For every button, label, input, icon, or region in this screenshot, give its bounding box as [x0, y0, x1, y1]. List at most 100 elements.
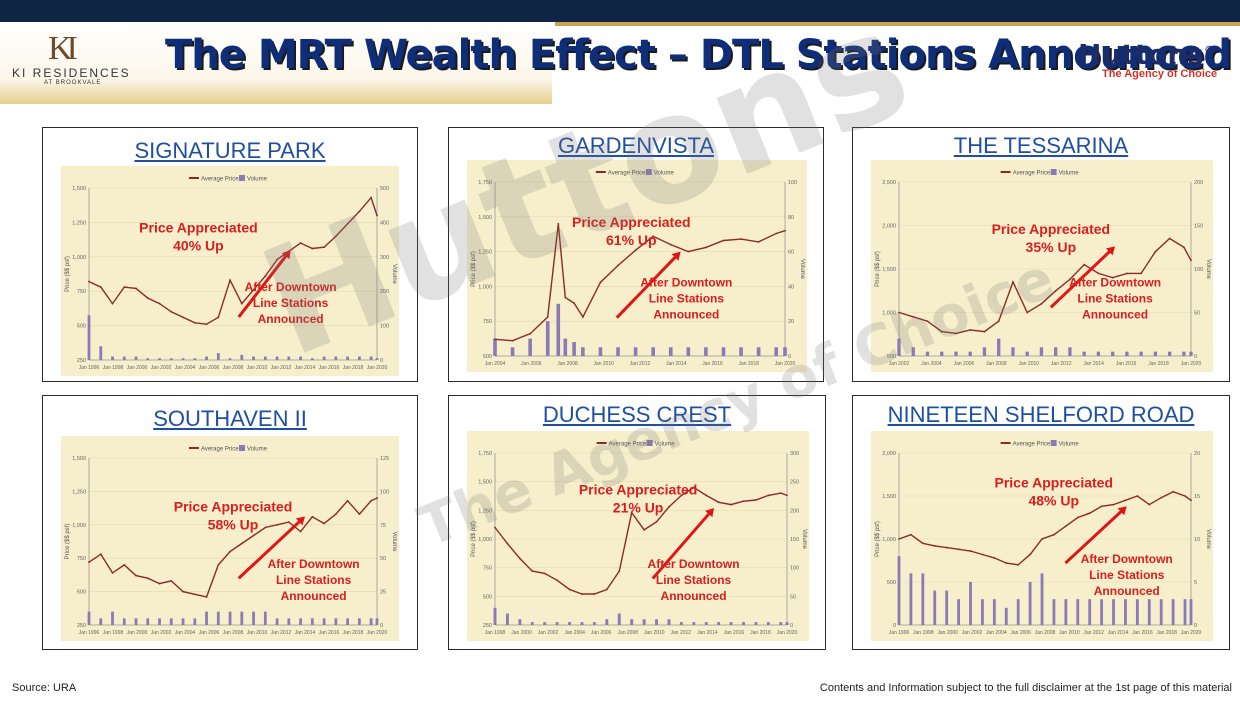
- chart-plot-area: Average Price Volume 500 1,000 1,500 2,000 2,5…: [871, 160, 1213, 372]
- price-point: [655, 520, 658, 523]
- price-point: [252, 534, 255, 537]
- y2-axis-label: Volume: [391, 531, 397, 552]
- y2-tick-label: 40: [788, 284, 794, 290]
- x-tick-label: Jan 2008: [557, 361, 578, 367]
- volume-bar: [982, 347, 987, 356]
- volume-bar: [134, 618, 138, 625]
- volume-bar: [1110, 351, 1115, 356]
- price-point: [1069, 278, 1071, 281]
- x-tick-label: Jan 1996: [889, 630, 910, 636]
- chart-title: SIGNATURE PARK: [134, 138, 326, 163]
- price-point: [264, 275, 267, 277]
- volume-bar: [940, 351, 944, 356]
- volume-bar: [774, 347, 779, 356]
- y2-tick-label: 100: [380, 324, 389, 330]
- volume-bar: [1171, 599, 1175, 625]
- y-tick-label: 750: [77, 556, 86, 562]
- source-note: Source: URA: [12, 682, 77, 694]
- volume-bar: [1028, 582, 1032, 625]
- legend-volume-swatch: [238, 445, 245, 451]
- x-tick-label: Jan 2006: [521, 361, 542, 367]
- volume-bar: [263, 356, 267, 360]
- volume-bar: [1159, 599, 1163, 625]
- y-tick-label: 1,000: [882, 311, 896, 317]
- volume-bar: [87, 315, 91, 360]
- volume-bar: [375, 358, 379, 360]
- price-point: [557, 222, 560, 225]
- volume-bar: [668, 347, 673, 356]
- legend-volume-label: Volume: [1059, 171, 1080, 177]
- price-point: [1136, 495, 1139, 497]
- y2-tick-label: 100: [790, 566, 799, 572]
- price-point: [511, 339, 514, 342]
- volume-bar: [1082, 351, 1086, 356]
- y2-tick-label: 60: [788, 250, 794, 256]
- price-point: [705, 246, 707, 249]
- chart-panel: SIGNATURE PARK Average Price Volume 250 500 7…: [42, 127, 418, 382]
- price-point: [993, 557, 996, 559]
- y-tick-label: 250: [77, 623, 86, 629]
- price-point: [926, 320, 929, 323]
- price-point: [111, 571, 114, 574]
- y2-axis-label: Volume: [801, 529, 807, 550]
- y-tick-label: 1,000: [882, 537, 896, 543]
- percent-up-label: 61% Up: [606, 232, 657, 248]
- volume-bar: [193, 618, 197, 625]
- price-point: [346, 222, 349, 225]
- x-tick-label: Jan 2014: [295, 365, 316, 371]
- price-point: [969, 550, 972, 552]
- price-point: [1029, 553, 1032, 556]
- price-point: [205, 596, 208, 598]
- price-point: [205, 323, 208, 326]
- price-point: [376, 214, 378, 217]
- price-point: [617, 264, 619, 267]
- price-point: [581, 593, 583, 595]
- x-tick-label: Jan 2008: [986, 361, 1007, 367]
- y-tick-label: 2,500: [882, 180, 896, 186]
- chart-legend: Average Price Volume: [596, 440, 675, 448]
- x-tick-label: Jan 2010: [593, 361, 614, 367]
- price-point: [229, 279, 231, 282]
- price-point: [346, 499, 349, 502]
- volume-bar: [228, 358, 232, 360]
- price-point: [784, 229, 786, 232]
- price-point: [668, 505, 670, 508]
- price-point: [740, 238, 742, 240]
- volume-bar: [981, 599, 984, 625]
- x-tick-label: Jan 2012: [271, 630, 292, 636]
- price-point: [323, 522, 326, 525]
- chart-svg: Average Price Volume 500 750 1,000 1,250 1,500…: [471, 169, 805, 367]
- y-axis-label: Price ($$ psf): [471, 521, 477, 557]
- volume-bar: [945, 590, 949, 625]
- volume-bar: [1124, 599, 1127, 625]
- price-point: [1124, 499, 1127, 502]
- y2-tick-label: 50: [1194, 311, 1200, 317]
- chart-panel: NINETEEN SHELFORD ROAD Average Price Volum…: [852, 395, 1230, 650]
- volume-bar: [240, 611, 244, 625]
- volume-bar: [909, 573, 913, 625]
- x-tick-label: Jan 2018: [343, 630, 364, 636]
- appreciation-arrow: [237, 519, 302, 580]
- arrow-head-icon: [671, 251, 681, 261]
- price-point: [99, 286, 102, 288]
- price-point: [705, 494, 708, 497]
- legend-volume-swatch: [646, 440, 653, 446]
- chart-plot-area: Average Price Volume 0 500 1,000 1,500 2,000 0 5…: [871, 431, 1213, 641]
- chart-title: DUCHESS CREST: [542, 402, 732, 427]
- x-tick-label: Jan 2012: [1083, 630, 1104, 636]
- price-point: [634, 249, 637, 252]
- price-point: [299, 242, 302, 244]
- volume-bar: [530, 622, 534, 625]
- y-tick-label: 500: [483, 594, 492, 600]
- price-point: [1076, 516, 1079, 519]
- volume-bar: [911, 347, 915, 356]
- price-point: [276, 258, 278, 261]
- y-tick-label: 1,250: [72, 489, 86, 495]
- volume-bar: [704, 622, 708, 625]
- x-tick-label: Jan 2020: [1181, 630, 1202, 636]
- volume-bar: [667, 619, 671, 625]
- x-tick-label: Jan 2008: [1035, 630, 1056, 636]
- percent-up-label: 58% Up: [208, 516, 259, 532]
- volume-bar: [205, 356, 208, 360]
- volume-bar: [528, 338, 532, 356]
